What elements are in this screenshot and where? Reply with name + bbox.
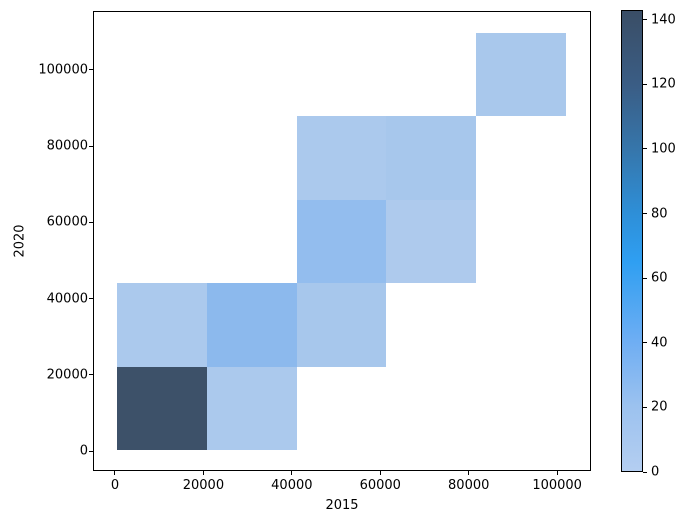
colorbar xyxy=(621,10,643,472)
y-tick-label: 80000 xyxy=(46,138,88,154)
colorbar-tick-mark xyxy=(643,83,647,85)
x-tick-label: 0 xyxy=(110,478,120,493)
x-tick-label: 60000 xyxy=(359,478,401,493)
y-tick-label: 100000 xyxy=(38,62,88,78)
colorbar-tick-mark xyxy=(643,148,647,150)
heatmap-cell xyxy=(116,366,207,451)
heatmap-cell xyxy=(296,199,387,284)
x-tick-mark xyxy=(291,471,293,475)
colorbar-tick-label: 100 xyxy=(651,141,676,157)
y-tick-label: 20000 xyxy=(46,367,88,383)
colorbar-tick-label: 60 xyxy=(651,270,668,286)
colorbar-tick-label: 80 xyxy=(651,206,668,222)
colorbar-tick-mark xyxy=(643,213,647,215)
y-tick-mark xyxy=(89,221,93,223)
y-tick-mark xyxy=(89,69,93,71)
y-tick-mark xyxy=(89,145,93,147)
heatmap-cell xyxy=(296,283,387,367)
colorbar-tick-label: 140 xyxy=(651,12,676,28)
x-tick-label: 80000 xyxy=(448,478,490,493)
x-tick-mark xyxy=(202,471,204,475)
colorbar-tick-mark xyxy=(643,342,647,344)
y-axis-label: 2020 xyxy=(12,224,28,258)
x-tick-mark xyxy=(379,471,381,475)
x-tick-mark xyxy=(114,471,116,475)
colorbar-tick-label: 0 xyxy=(651,464,660,480)
y-tick-mark xyxy=(89,374,93,376)
colorbar-tick-label: 20 xyxy=(651,399,668,415)
x-tick-label: 20000 xyxy=(182,478,225,493)
heatmap-cell xyxy=(116,283,207,367)
y-tick-mark xyxy=(89,298,93,300)
colorbar-tick-label: 120 xyxy=(651,76,676,92)
x-tick-mark xyxy=(556,471,558,475)
colorbar-tick-mark xyxy=(643,406,647,408)
heatmap-cell xyxy=(476,32,566,117)
x-tick-label: 100000 xyxy=(532,478,582,493)
y-tick-label: 40000 xyxy=(46,291,88,307)
colorbar-tick-mark xyxy=(643,471,647,473)
heatmap-cell xyxy=(296,116,387,200)
heatmap-cell xyxy=(206,366,297,451)
colorbar-tick-mark xyxy=(643,277,647,279)
y-tick-label: 60000 xyxy=(46,214,88,230)
plot-area xyxy=(93,11,591,471)
heatmap-cell xyxy=(206,283,297,367)
colorbar-tick-mark xyxy=(643,19,647,21)
y-tick-mark xyxy=(89,450,93,452)
colorbar-tick-label: 40 xyxy=(651,335,668,351)
heatmap-cell xyxy=(386,199,477,284)
y-tick-label: 0 xyxy=(79,443,88,459)
x-axis-label: 2015 xyxy=(325,498,359,513)
x-tick-mark xyxy=(468,471,470,475)
heatmap-cell xyxy=(386,116,477,200)
x-tick-label: 40000 xyxy=(271,478,313,493)
